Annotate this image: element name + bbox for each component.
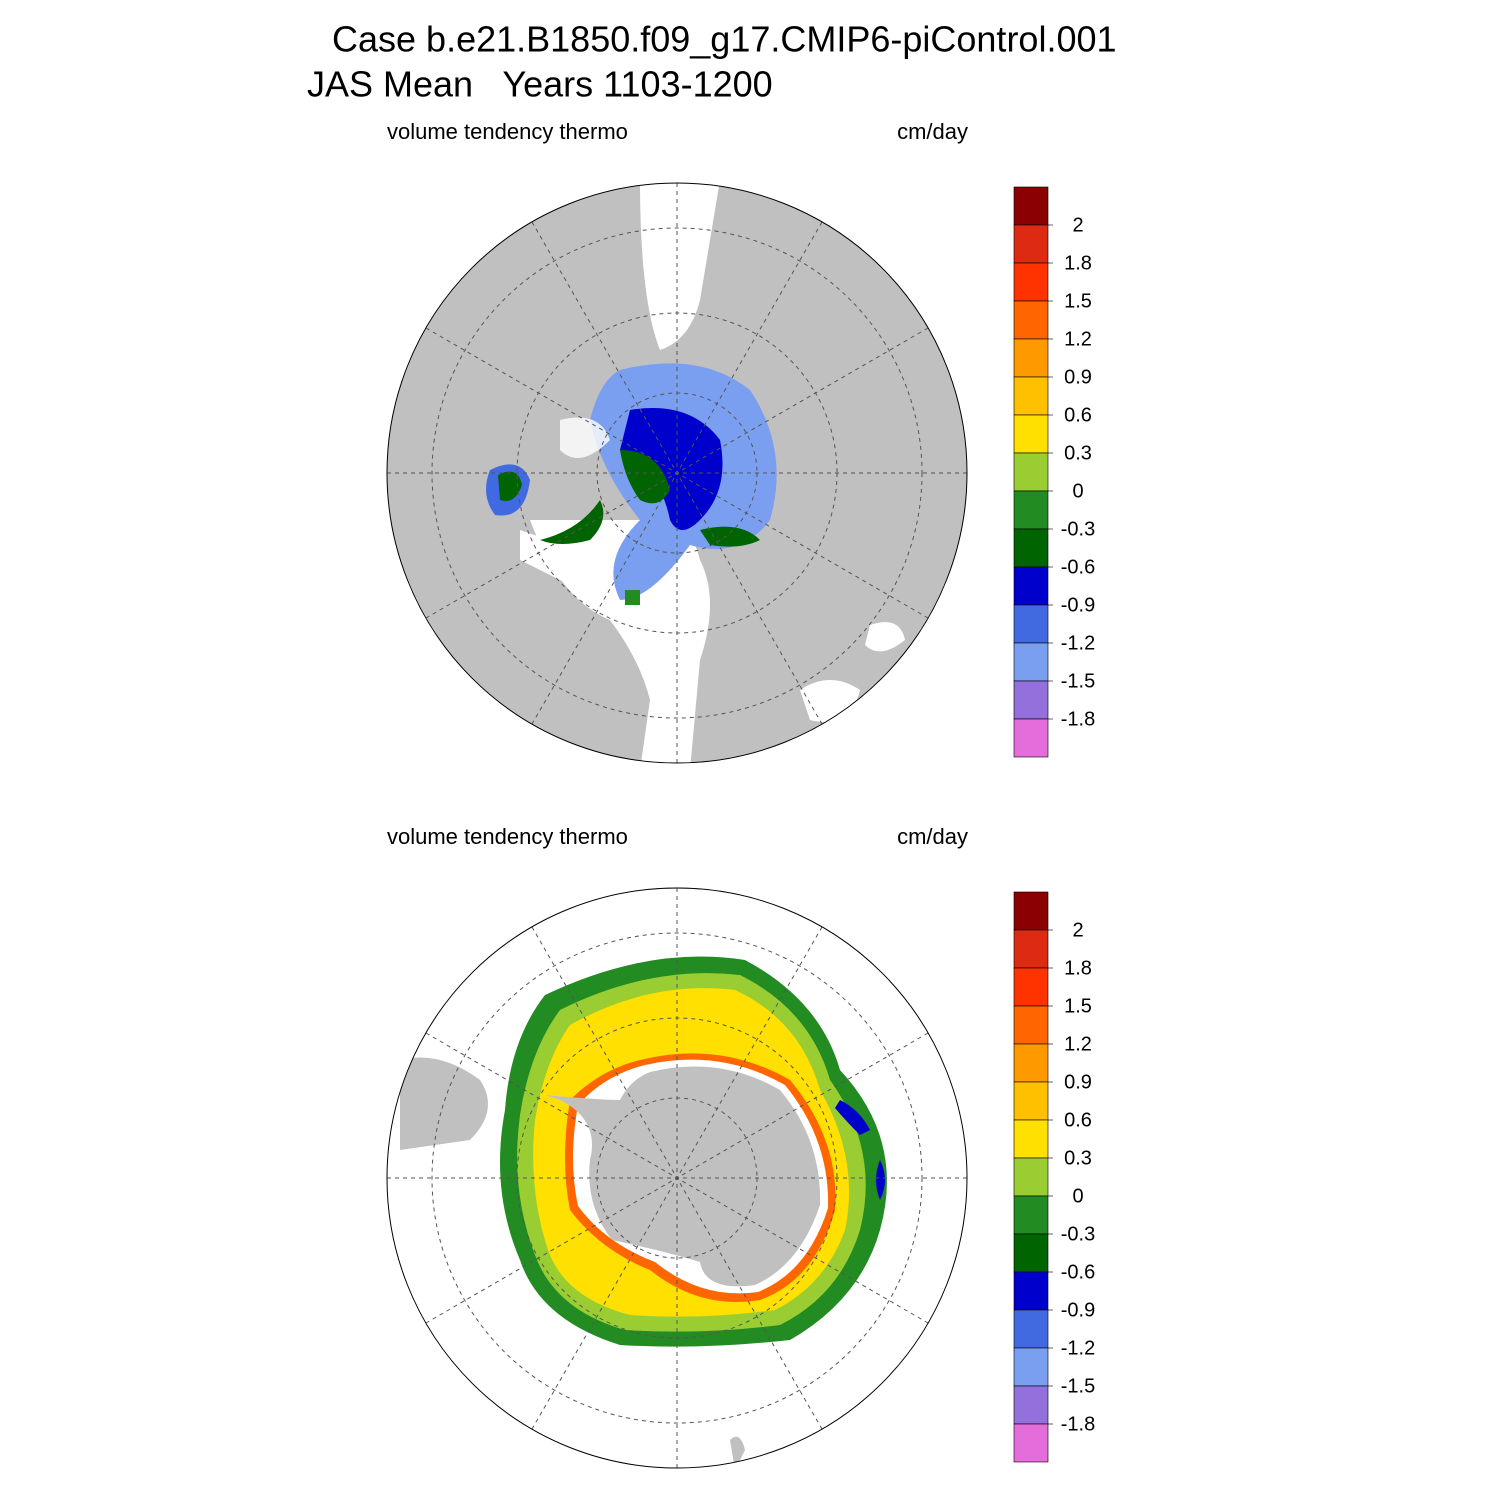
colorbar-label: -1.5	[1061, 1375, 1095, 1397]
colorbar-label: 2	[1072, 919, 1083, 941]
colorbar-label: -1.8	[1061, 1413, 1095, 1435]
colorbar-label: 2	[1072, 214, 1083, 236]
colorbar-label: 0.3	[1064, 442, 1092, 464]
colorbar-label: -0.9	[1061, 1299, 1095, 1321]
colorbar-box	[1013, 1005, 1049, 1045]
colorbar-label: 1.5	[1064, 290, 1092, 312]
colorbar-label: 0.3	[1064, 1147, 1092, 1169]
colorbar-label: 0.6	[1064, 1109, 1092, 1131]
map-border	[386, 182, 968, 764]
colorbar-label: -1.2	[1061, 1337, 1095, 1359]
colorbar-box	[1013, 1233, 1049, 1273]
colorbar-box	[1013, 376, 1049, 416]
panel-units: cm/day	[897, 119, 968, 144]
colorbar-label: -1.2	[1061, 632, 1095, 654]
colorbar-label: 0.6	[1064, 404, 1092, 426]
map-border	[386, 887, 968, 1469]
colorbar-box	[1013, 1157, 1049, 1197]
colorbar-label: -1.5	[1061, 670, 1095, 692]
colorbar-box	[1013, 452, 1049, 492]
colorbar-box	[1013, 224, 1049, 264]
colorbar-box	[1013, 1309, 1049, 1349]
colorbar-box	[1013, 1081, 1049, 1121]
colorbar-label: 0	[1072, 480, 1083, 502]
colorbar-label: 1.2	[1064, 1033, 1092, 1055]
colorbar-label: 0.9	[1064, 1071, 1092, 1093]
colorbar-label: 1.8	[1064, 252, 1092, 274]
colorbar-box	[1013, 891, 1049, 931]
colorbar-box	[1013, 718, 1049, 758]
colorbar-box	[1013, 642, 1049, 682]
colorbar-box	[1013, 1423, 1049, 1463]
colorbar-label: -0.3	[1061, 1223, 1095, 1245]
colorbar-box	[1013, 1195, 1049, 1235]
subtitle: JAS Mean Years 1103-1200	[307, 64, 773, 105]
colorbar-box	[1013, 680, 1049, 720]
colorbar-box	[1013, 1271, 1049, 1311]
colorbar-box	[1013, 967, 1049, 1007]
colorbar-box	[1013, 1347, 1049, 1387]
colorbar-box	[1013, 528, 1049, 568]
title: Case b.e21.B1850.f09_g17.CMIP6-piControl…	[332, 19, 1117, 60]
colorbar-label: -0.6	[1061, 1261, 1095, 1283]
panel-left-label: volume tendency thermo	[387, 824, 628, 849]
colorbar-label: 0	[1072, 1185, 1083, 1207]
colorbar-label: -0.3	[1061, 518, 1095, 540]
panel-units: cm/day	[897, 824, 968, 849]
colorbar-box	[1013, 1385, 1049, 1425]
panel-left-label: volume tendency thermo	[387, 119, 628, 144]
colorbar-label: -0.9	[1061, 594, 1095, 616]
colorbar-box	[1013, 490, 1049, 530]
colorbar-box	[1013, 414, 1049, 454]
colorbar-label: 0.9	[1064, 366, 1092, 388]
north-map	[387, 183, 967, 763]
colorbar-box	[1013, 300, 1049, 340]
colorbar-box	[1013, 186, 1049, 226]
colorbar-label: -0.6	[1061, 556, 1095, 578]
colorbar-box	[1013, 929, 1049, 969]
south-map	[387, 888, 967, 1468]
colorbar-box	[1013, 1043, 1049, 1083]
colorbar-label: -1.8	[1061, 708, 1095, 730]
colorbar-label: 1.8	[1064, 957, 1092, 979]
colorbar-box	[1013, 262, 1049, 302]
colorbar-box	[1013, 1119, 1049, 1159]
colorbar-label: 1.5	[1064, 995, 1092, 1017]
colorbar-box	[1013, 338, 1049, 378]
colorbar-label: 1.2	[1064, 328, 1092, 350]
colorbar-box	[1013, 604, 1049, 644]
colorbar-box	[1013, 566, 1049, 606]
